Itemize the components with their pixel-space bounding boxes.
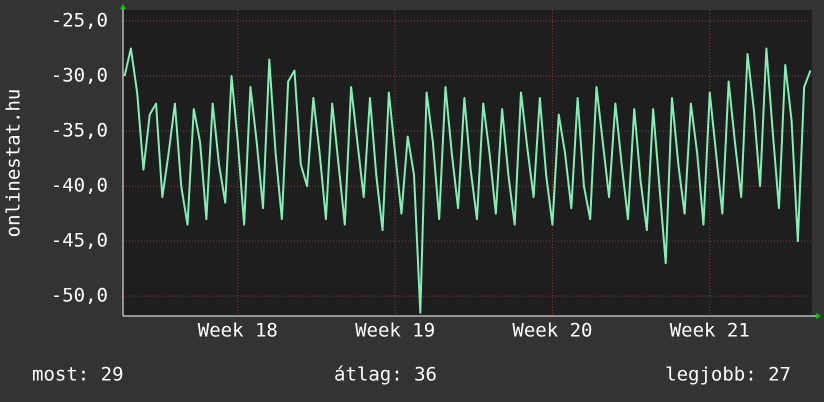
data-line (123, 47, 812, 314)
y-axis-label: onlinestat.hu (3, 89, 25, 238)
x-tick-label: Week 20 (512, 320, 592, 342)
axis-arrow (120, 4, 126, 9)
axis-arrow (816, 313, 821, 319)
y-tick-label: -35,0 (51, 120, 108, 142)
y-tick-label: -45,0 (51, 230, 108, 252)
y-tick-label: -40,0 (51, 175, 108, 197)
x-tick-label: Week 18 (198, 320, 278, 342)
y-tick-label: -50,0 (51, 285, 108, 307)
y-tick-label: -25,0 (51, 10, 108, 32)
y-tick-label: -30,0 (51, 65, 108, 87)
legend-item: átlag: 36 (334, 364, 437, 386)
legend-item: most: 29 (32, 364, 124, 386)
x-tick-label: Week 21 (670, 320, 750, 342)
legend-item: legjobb: 27 (665, 364, 791, 386)
x-tick-label: Week 19 (355, 320, 435, 342)
